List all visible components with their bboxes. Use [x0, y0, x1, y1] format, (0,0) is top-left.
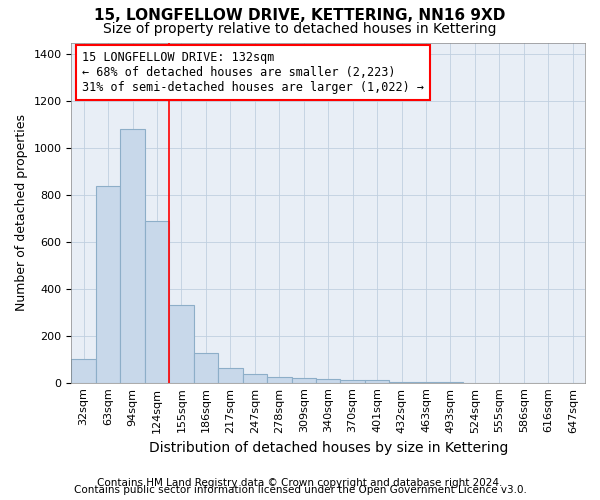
Bar: [218, 368, 242, 382]
Text: 15, LONGFELLOW DRIVE, KETTERING, NN16 9XD: 15, LONGFELLOW DRIVE, KETTERING, NN16 9X…: [94, 8, 506, 22]
Text: 15 LONGFELLOW DRIVE: 132sqm
← 68% of detached houses are smaller (2,223)
31% of : 15 LONGFELLOW DRIVE: 132sqm ← 68% of det…: [82, 51, 424, 94]
Y-axis label: Number of detached properties: Number of detached properties: [15, 114, 28, 311]
Bar: [316, 379, 340, 382]
Bar: [340, 380, 365, 382]
Text: Contains HM Land Registry data © Crown copyright and database right 2024.: Contains HM Land Registry data © Crown c…: [97, 478, 503, 488]
Bar: [365, 380, 389, 382]
Text: Contains public sector information licensed under the Open Government Licence v3: Contains public sector information licen…: [74, 485, 526, 495]
Text: Size of property relative to detached houses in Kettering: Size of property relative to detached ho…: [103, 22, 497, 36]
Bar: [145, 221, 169, 382]
X-axis label: Distribution of detached houses by size in Kettering: Distribution of detached houses by size …: [149, 441, 508, 455]
Bar: [169, 306, 194, 382]
Bar: [71, 359, 96, 382]
Bar: [96, 186, 121, 382]
Bar: [121, 130, 145, 382]
Bar: [267, 377, 292, 382]
Bar: [242, 374, 267, 382]
Bar: [292, 378, 316, 382]
Bar: [194, 354, 218, 382]
